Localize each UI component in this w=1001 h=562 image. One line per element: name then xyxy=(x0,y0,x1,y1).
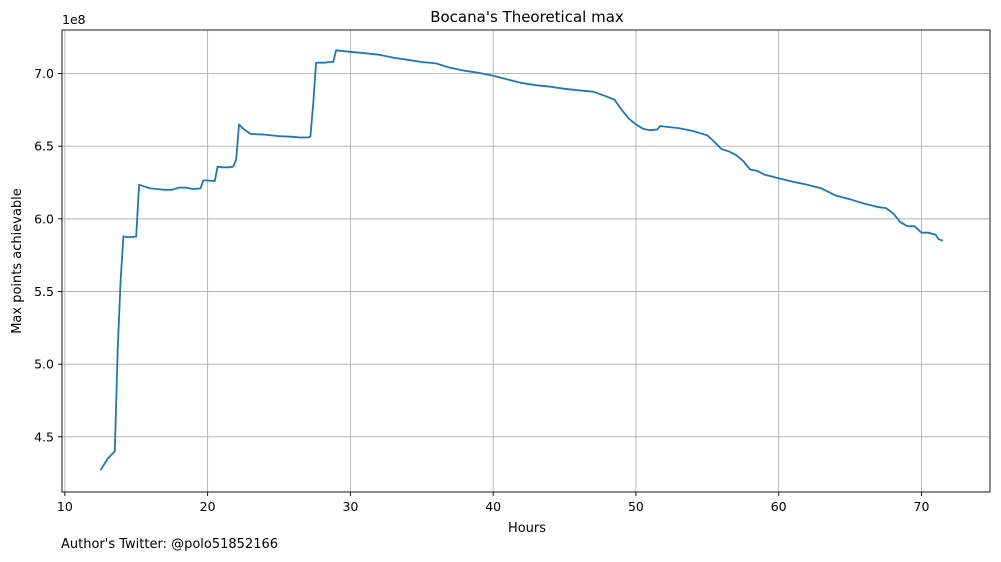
y-axis-ticks: 4.5 5.0 5.5 6.0 6.5 7.0 xyxy=(34,66,62,444)
y-tick-label: 4.5 xyxy=(34,429,54,444)
y-tick-label: 6.5 xyxy=(34,139,54,154)
author-footer: Author's Twitter: @polo51852166 xyxy=(61,537,279,552)
x-tick-label: 30 xyxy=(342,499,358,514)
y-tick-label: 5.5 xyxy=(34,284,54,299)
gridlines xyxy=(62,30,990,492)
y-offset-label: 1e8 xyxy=(62,12,86,27)
x-tick-label: 20 xyxy=(200,499,216,514)
y-axis-label: Max points achievable xyxy=(10,188,25,334)
y-tick-label: 5.0 xyxy=(34,357,54,372)
x-tick-label: 40 xyxy=(485,499,501,514)
x-tick-label: 70 xyxy=(914,499,930,514)
x-axis-ticks: 10 20 30 40 50 60 70 xyxy=(57,492,930,514)
x-tick-label: 50 xyxy=(628,499,644,514)
x-tick-label: 10 xyxy=(57,499,73,514)
x-axis-label: Hours xyxy=(508,521,546,536)
chart-title: Bocana's Theoretical max xyxy=(430,8,624,26)
plot-frame xyxy=(61,29,991,493)
series-line xyxy=(99,49,944,471)
y-tick-label: 7.0 xyxy=(34,66,54,81)
y-tick-label: 6.0 xyxy=(34,211,54,226)
x-tick-label: 60 xyxy=(771,499,787,514)
